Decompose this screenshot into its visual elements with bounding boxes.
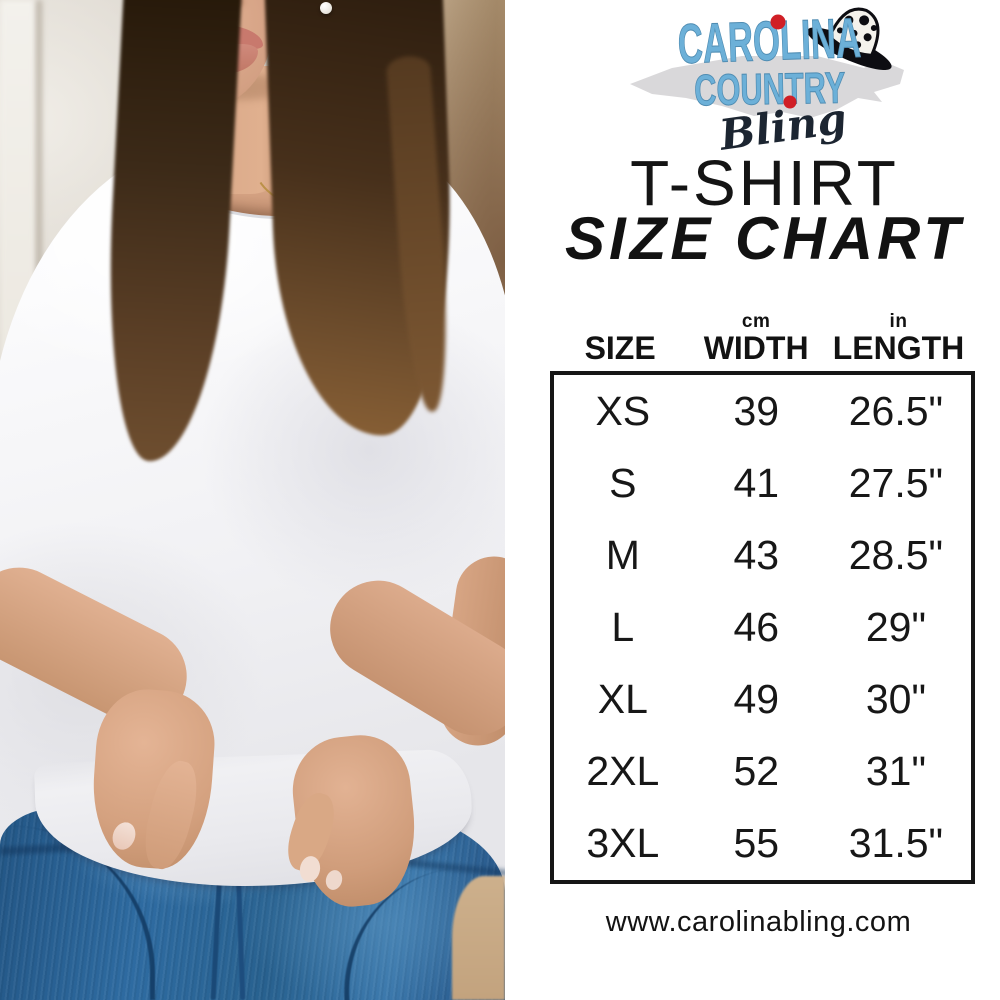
cell-size: XL: [597, 676, 648, 723]
header-width: cm WIDTH: [690, 312, 822, 365]
table-row: XS 39 26.5": [554, 375, 971, 447]
cell-size: L: [611, 603, 635, 650]
ladybug-dot-icon: [770, 14, 786, 30]
cell-length: 31": [865, 748, 927, 795]
cell-size: XS: [595, 387, 651, 434]
table-row: 3XL 55 31.5": [554, 808, 971, 880]
cell-length: 28.5": [848, 531, 944, 578]
pearl-earring: [320, 2, 332, 14]
size-table: SIZE cm WIDTH in LENGTH XS 39 26.5" S: [550, 303, 975, 884]
table-row: S 41 27.5": [554, 447, 971, 519]
cell-width: 52: [733, 748, 780, 795]
cell-width: 49: [733, 676, 780, 723]
cell-size: 2XL: [586, 748, 660, 795]
header-length: in LENGTH: [822, 312, 975, 365]
cell-size: M: [605, 531, 640, 578]
table-row: M 43 28.5": [554, 519, 971, 591]
brand-logo: CAROLINA COUNTRY Bling: [630, 6, 904, 158]
cell-length: 26.5": [848, 387, 944, 434]
cell-width: 55: [733, 820, 780, 867]
background-corner: [452, 876, 505, 1000]
header-width-label: WIDTH: [703, 330, 809, 367]
table-row: XL 49 30": [554, 664, 971, 736]
cell-width: 39: [733, 387, 780, 434]
header-size: SIZE: [584, 330, 656, 367]
cell-width: 46: [733, 603, 780, 650]
header-length-label: LENGTH: [832, 330, 965, 367]
table-row: 2XL 52 31": [554, 736, 971, 808]
chart-title: SIZE CHART: [565, 205, 964, 272]
cell-length: 30": [865, 676, 927, 723]
brand-word-country: COUNTRY: [694, 64, 846, 115]
product-title: T-SHIRT: [630, 147, 899, 219]
size-chart-panel: CAROLINA COUNTRY Bling T-SHIRT SIZE CHAR…: [505, 0, 1000, 1000]
cell-length: 29": [865, 603, 927, 650]
model-photo: [0, 0, 505, 1000]
brand-word-carolina: CAROLINA: [677, 6, 862, 75]
cell-size: 3XL: [586, 820, 660, 867]
cell-length: 31.5": [848, 820, 944, 867]
website-url: www.carolinabling.com: [605, 906, 912, 938]
cell-size: S: [609, 459, 637, 506]
bling-i-dot-icon: [783, 95, 797, 109]
size-table-header: SIZE cm WIDTH in LENGTH: [550, 303, 975, 365]
header-width-unit: cm: [741, 311, 771, 332]
cowboy-hat-icon: [807, 7, 892, 71]
size-table-body: XS 39 26.5" S 41 27.5" M 43 28.5" L 46: [550, 371, 975, 884]
header-length-unit: in: [889, 311, 908, 332]
table-row: L 46 29": [554, 591, 971, 663]
cell-length: 27.5": [848, 459, 944, 506]
cell-width: 41: [733, 459, 780, 506]
nc-state-silhouette-icon: [630, 56, 904, 118]
cell-width: 43: [733, 531, 780, 578]
